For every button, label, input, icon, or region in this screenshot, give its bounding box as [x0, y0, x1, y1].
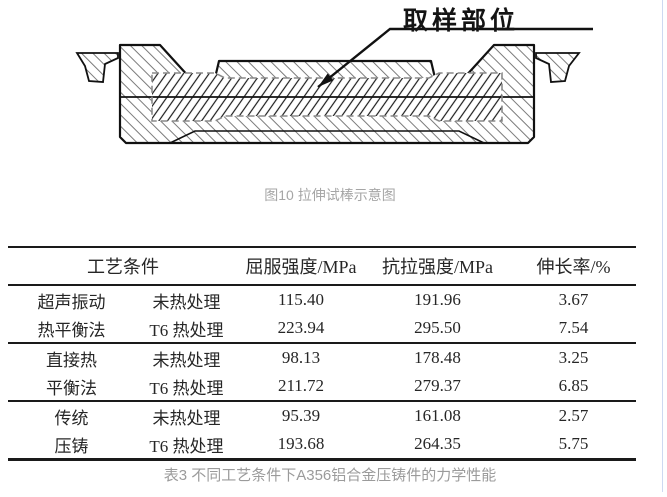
treatment: 未热处理: [135, 400, 238, 430]
yield-value: 115.40: [277, 290, 325, 309]
yield-value: 95.39: [238, 400, 364, 430]
treatment: 未热处理: [152, 292, 221, 312]
page-edge-divider: [662, 0, 663, 492]
tensile-value: 264.35: [414, 434, 461, 453]
header-tensile: 抗拉强度/MPa: [364, 247, 511, 286]
header-yield: 屈服强度/MPa: [238, 247, 364, 286]
tensile-value: 178.48: [364, 342, 511, 372]
treatment: 未热处理: [135, 342, 238, 372]
elongation-value: 2.57: [511, 400, 636, 430]
treatment: T6 热处理: [149, 378, 224, 398]
specimen-outline: [151, 72, 503, 122]
properties-table: 工艺条件 屈服强度/MPa 抗拉强度/MPa 伸长率/% 超声振动 未热处理 1…: [8, 246, 636, 461]
table-row: 直接热 未热处理 98.13 178.48 3.25: [8, 342, 636, 372]
bottom-recess-line: [169, 130, 485, 144]
tensile-value: 191.96: [414, 290, 461, 309]
tensile-value: 295.50: [414, 318, 461, 337]
table-row: 传统 未热处理 95.39 161.08 2.57: [8, 400, 636, 430]
elongation-value: 5.75: [558, 434, 589, 453]
table-row: 超声振动 未热处理 115.40 191.96 3.67: [8, 285, 636, 314]
yield-value: 223.94: [277, 318, 325, 337]
table-header-row: 工艺条件 屈服强度/MPa 抗拉强度/MPa 伸长率/%: [8, 247, 636, 286]
elongation-value: 6.85: [558, 376, 589, 395]
header-elongation: 伸长率/%: [511, 247, 636, 286]
yield-value: 211.72: [277, 376, 325, 395]
elongation-value: 7.54: [558, 318, 589, 337]
method-name: 超声振动: [37, 292, 106, 312]
method-name: 热平衡法: [37, 320, 106, 340]
treatment: T6 热处理: [149, 436, 224, 456]
treatment: T6 热处理: [149, 320, 224, 340]
elongation-value: 3.25: [511, 342, 636, 372]
tensile-bar-diagram: [75, 27, 593, 145]
sampling-location-label: 取样部位: [403, 8, 520, 35]
table-row: 平衡法 T6 热处理 211.72 279.37 6.85: [8, 372, 636, 401]
table-caption: 表3 不同工艺条件下A356铝合金压铸件的力学性能: [163, 467, 497, 484]
yield-value: 98.13: [238, 342, 364, 372]
elongation-value: 3.67: [558, 290, 589, 309]
method-name: 直接热: [8, 342, 135, 372]
leader-arrow: [318, 73, 334, 87]
right-ear: [535, 52, 581, 83]
method-name: 压铸: [54, 436, 89, 456]
method-name: 传统: [8, 400, 135, 430]
figure-caption: 图10 拉伸试棒示意图: [264, 187, 396, 203]
leader-line: [317, 27, 593, 88]
yield-value: 193.68: [277, 434, 325, 453]
tensile-value: 279.37: [414, 376, 461, 395]
header-condition: 工艺条件: [8, 247, 238, 286]
left-ear: [75, 52, 119, 83]
tensile-value: 161.08: [364, 400, 511, 430]
table-row: 热平衡法 T6 热处理 223.94 295.50 7.54: [8, 314, 636, 343]
method-name: 平衡法: [46, 378, 97, 398]
table-row: 压铸 T6 热处理 193.68 264.35 5.75: [8, 430, 636, 460]
